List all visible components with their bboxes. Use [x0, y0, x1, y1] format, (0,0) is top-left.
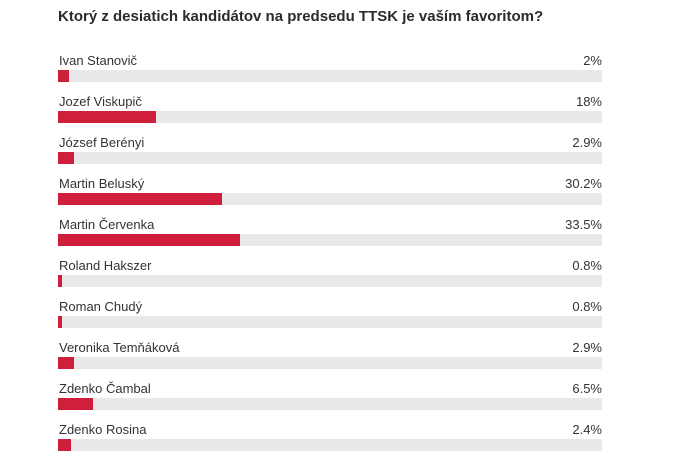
option-bar-fill [58, 439, 72, 451]
option-bar-track [58, 439, 602, 451]
option-bar-track [58, 357, 602, 369]
option-bar-fill [58, 234, 241, 246]
option-bar-track [58, 70, 602, 82]
option-bar-fill [58, 275, 63, 287]
option-bar-fill [58, 70, 69, 82]
option-percent: 2% [583, 53, 602, 68]
option-bar-fill [58, 111, 156, 123]
option-bar-track [58, 398, 602, 410]
poll-option: Martin Beluský 30.2% [58, 176, 602, 206]
option-name: Martin Červenka [59, 217, 155, 232]
option-name: Roland Hakszer [59, 258, 152, 273]
poll-option: Roman Chudý 0.8% [58, 299, 602, 329]
option-bar-track [58, 152, 602, 164]
option-percent: 6.5% [572, 381, 602, 396]
option-percent: 0.8% [572, 258, 602, 273]
option-name: József Berényi [59, 135, 145, 150]
option-name: Jozef Viskupič [59, 94, 142, 109]
option-percent: 2.9% [572, 340, 602, 355]
option-name: Ivan Stanovič [59, 53, 138, 68]
option-percent: 0.8% [572, 299, 602, 314]
option-percent: 2.9% [572, 135, 602, 150]
poll-option: Roland Hakszer 0.8% [58, 258, 602, 288]
option-bar-track [58, 111, 602, 123]
option-bar-fill [58, 357, 74, 369]
poll-option: Zdenko Čambal 6.5% [58, 381, 602, 411]
poll-option: Ivan Stanovič 2% [58, 53, 602, 83]
option-name: Zdenko Rosina [59, 422, 147, 437]
option-name: Martin Beluský [59, 176, 145, 191]
option-bar-fill [58, 398, 94, 410]
option-name: Veronika Temňáková [59, 340, 180, 355]
option-bar-fill [58, 152, 74, 164]
option-bar-track [58, 275, 602, 287]
poll-option: Jozef Viskupič 18% [58, 94, 602, 124]
option-percent: 2.4% [572, 422, 602, 437]
option-name: Roman Chudý [59, 299, 143, 314]
poll-option: Veronika Temňáková 2.9% [58, 340, 602, 370]
poll-option: Zdenko Rosina 2.4% [58, 422, 602, 452]
option-percent: 18% [575, 94, 602, 109]
poll-option: Martin Červenka 33.5% [58, 217, 602, 247]
option-bar-track [58, 234, 602, 246]
option-name: Zdenko Čambal [59, 381, 151, 396]
poll-question: Ktorý z desiatich kandidátov na predsedu… [58, 8, 544, 25]
poll-option: József Berényi 2.9% [58, 135, 602, 165]
option-bar-track [58, 316, 602, 328]
option-bar-fill [58, 316, 63, 328]
option-percent: 30.2% [565, 176, 602, 191]
option-percent: 33.5% [565, 217, 602, 232]
option-bar-fill [58, 193, 223, 205]
option-bar-track [58, 193, 602, 205]
